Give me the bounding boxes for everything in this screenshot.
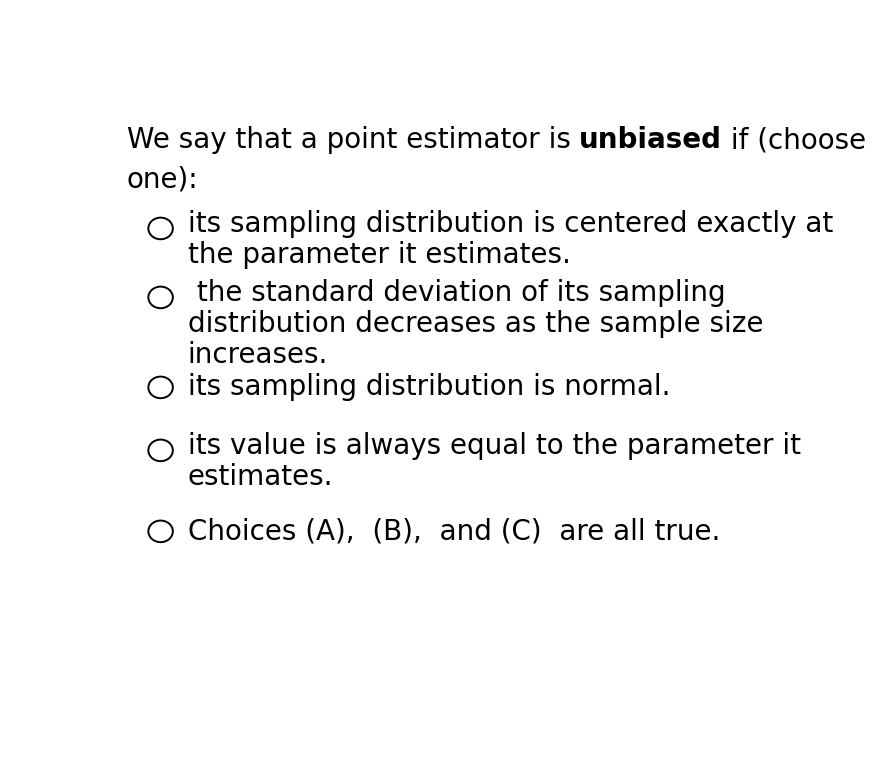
Text: the standard deviation of its sampling: the standard deviation of its sampling — [188, 279, 725, 307]
Text: its sampling distribution is centered exactly at: its sampling distribution is centered ex… — [188, 210, 833, 238]
Text: Choices (A),  (B),  and (C)  are all true.: Choices (A), (B), and (C) are all true. — [188, 517, 720, 545]
Text: one):: one): — [126, 165, 198, 193]
Text: distribution decreases as the sample size: distribution decreases as the sample siz… — [188, 310, 763, 338]
Text: unbiased: unbiased — [580, 126, 723, 154]
Text: its sampling distribution is normal.: its sampling distribution is normal. — [188, 373, 670, 401]
Text: increases.: increases. — [188, 341, 328, 369]
Text: if (choose: if (choose — [723, 126, 866, 154]
Text: its value is always equal to the parameter it: its value is always equal to the paramet… — [188, 432, 801, 460]
Text: estimates.: estimates. — [188, 463, 333, 491]
Text: the parameter it estimates.: the parameter it estimates. — [188, 241, 571, 269]
Text: We say that a point estimator is: We say that a point estimator is — [126, 126, 580, 154]
